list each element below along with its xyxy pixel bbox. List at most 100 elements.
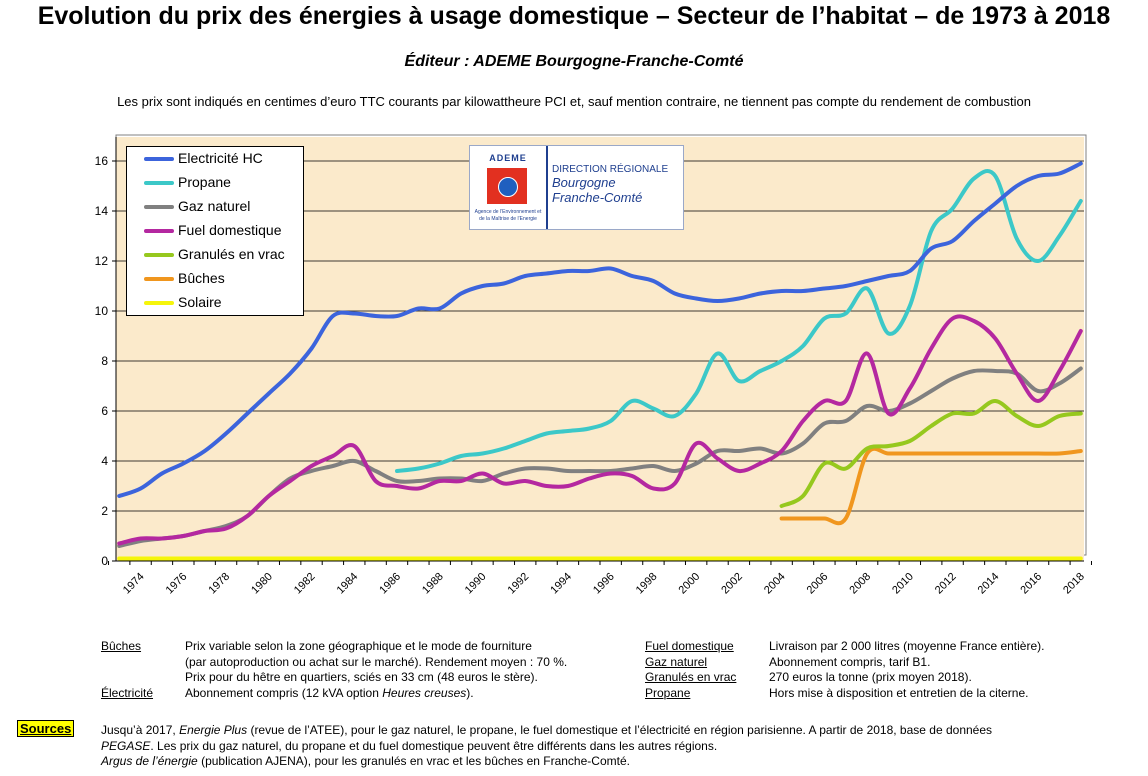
page-title: Evolution du prix des énergies à usage d…: [37, 2, 1111, 30]
ytick-label-8: 8: [101, 354, 108, 368]
note-electricite-text-b: Heures creuses: [382, 686, 467, 700]
logo-tagline: Agence de l’Environnement et de la Maîtr…: [474, 209, 542, 222]
note-gaz-text: Abonnement compris, tarif B1.: [769, 655, 931, 669]
legend-swatch-fuel: [144, 229, 174, 233]
source-line-3-a: Argus de l’énergie: [101, 754, 198, 768]
note-electricite-label: Électricité: [101, 686, 154, 700]
ytick-label-0: 0: [101, 554, 108, 568]
xtick-label-2002: 2002: [719, 571, 745, 597]
series-line-granules-en-vrac: [779, 399, 1083, 508]
xtick-label-2016: 2016: [1018, 571, 1044, 597]
logo-emblem: [487, 168, 527, 204]
xtick-label-1984: 1984: [335, 571, 361, 597]
legend-label-propane: Propane: [178, 174, 231, 190]
xtick-label-2000: 2000: [676, 571, 702, 597]
xtick-label-2004: 2004: [762, 571, 788, 597]
legend-label-solaire: Solaire: [178, 294, 222, 310]
source-line-2-b: . Les prix du gaz naturel, du propane et…: [150, 739, 718, 753]
xtick-label-1976: 1976: [164, 571, 190, 597]
source-line-2-a: PEGASE: [101, 739, 151, 753]
xtick-label-1982: 1982: [292, 571, 318, 597]
legend-item-fuel: Fuel domestique: [127, 219, 303, 243]
logo-region-1: Bourgogne: [552, 175, 616, 190]
source-line-1-a: Jusqu’à 2017,: [101, 723, 180, 737]
legend-swatch-granules: [144, 253, 174, 257]
series-line-propane: [395, 168, 1083, 473]
note-electricite-text-c: ).: [466, 686, 474, 700]
logo-direction: DIRECTION RÉGIONALE: [552, 164, 669, 175]
xtick-label-1996: 1996: [591, 571, 617, 597]
source-line-1: Jusqu’à 2017, Energie Plus (revue de l’A…: [101, 723, 992, 737]
xtick-label-1992: 1992: [506, 571, 532, 597]
ademe-logo: ADEME Agence de l’Environnement et de la…: [469, 145, 684, 230]
xtick-label-1994: 1994: [548, 571, 574, 597]
note-granules-text: 270 euros la tonne (prix moyen 2018).: [769, 670, 972, 684]
xtick-label-2010: 2010: [890, 571, 916, 597]
note-fuel-label: Fuel domestique: [645, 639, 734, 653]
ytick-label-16: 16: [95, 154, 109, 168]
note-electricite-text: Abonnement compris (12 kVA option Heures…: [185, 686, 474, 700]
logo-region-2: Franche-Comté: [552, 190, 643, 205]
xtick-label-1998: 1998: [634, 571, 660, 597]
logo-left-panel: ADEME Agence de l’Environnement et de la…: [470, 146, 548, 229]
source-line-1-b: Energie Plus: [179, 723, 248, 737]
note-gaz-label: Gaz naturel: [645, 655, 708, 669]
xtick-label-1986: 1986: [377, 571, 403, 597]
logo-right-panel: DIRECTION RÉGIONALE Bourgogne Franche-Co…: [552, 164, 682, 205]
xtick-label-2008: 2008: [847, 571, 873, 597]
legend-label-buches: Bûches: [178, 270, 225, 286]
series-line-buches: [779, 446, 1083, 526]
note-buches-text-3: Prix pour du hêtre en quartiers, sciés e…: [185, 670, 538, 684]
legend-label-gaz: Gaz naturel: [178, 198, 251, 214]
legend-swatch-propane: [144, 181, 174, 185]
xtick-label-2014: 2014: [976, 571, 1002, 597]
ytick-label-4: 4: [101, 454, 108, 468]
legend-item-electricite: Electricité HC: [127, 147, 303, 171]
xtick-label-1978: 1978: [206, 571, 232, 597]
xtick-label-1990: 1990: [463, 571, 489, 597]
xtick-label-1988: 1988: [420, 571, 446, 597]
note-buches-label: Bûches: [101, 639, 142, 653]
note-buches-text-2: (par autoproduction ou achat sur le marc…: [185, 655, 568, 669]
ytick-label-14: 14: [95, 204, 109, 218]
legend-item-buches: Bûches: [127, 267, 303, 291]
subtitle: Les prix sont indiqués en centimes d’eur…: [117, 94, 1031, 109]
source-line-1-c: (revue de l’ATEE), pour le gaz naturel, …: [247, 723, 993, 737]
xtick-label-1980: 1980: [249, 571, 275, 597]
xtick-label-2018: 2018: [1061, 571, 1087, 597]
legend-label-granules: Granulés en vrac: [178, 246, 285, 262]
legend-item-gaz: Gaz naturel: [127, 195, 303, 219]
note-granules-label: Granulés en vrac: [645, 670, 737, 684]
legend-swatch-solaire: [144, 301, 174, 305]
xtick-label-1974: 1974: [121, 571, 147, 597]
legend-item-solaire: Solaire: [127, 291, 303, 315]
legend-swatch-electricite: [144, 157, 174, 161]
series: [117, 161, 1083, 561]
legend-label-electricite: Electricité HC: [178, 150, 263, 166]
note-propane-text: Hors mise à disposition et entretien de …: [769, 686, 1029, 700]
series-line-fuel-domestique: [117, 314, 1083, 546]
note-propane-label: Propane: [645, 686, 691, 700]
sources-badge: Sources: [17, 720, 75, 737]
editor-line: Éditeur : ADEME Bourgogne-Franche-Comté: [404, 53, 744, 70]
xtick-label-2012: 2012: [933, 571, 959, 597]
note-fuel-text: Livraison par 2 000 litres (moyenne Fran…: [769, 639, 1045, 653]
legend-item-propane: Propane: [127, 171, 303, 195]
source-line-2: PEGASE. Les prix du gaz naturel, du prop…: [101, 739, 717, 753]
legend-label-fuel: Fuel domestique: [178, 222, 282, 238]
note-buches-text-1: Prix variable selon la zone géographique…: [185, 639, 532, 653]
globe-icon: [498, 177, 518, 197]
ytick-label-2: 2: [101, 504, 108, 518]
legend-swatch-gaz: [144, 205, 174, 209]
note-electricite-text-a: Abonnement compris (12 kVA option: [185, 686, 383, 700]
xtick-label-2006: 2006: [805, 571, 831, 597]
legend-item-granules: Granulés en vrac: [127, 243, 303, 267]
ytick-label-6: 6: [101, 404, 108, 418]
legend: Electricité HC Propane Gaz naturel Fuel …: [126, 146, 304, 316]
ytick-label-10: 10: [95, 304, 109, 318]
logo-brand: ADEME: [489, 153, 527, 163]
series-line-electricite-hc: [117, 161, 1083, 498]
ytick-label-12: 12: [95, 254, 109, 268]
source-line-3-b: (publication AJENA), pour les granulés e…: [197, 754, 630, 768]
legend-swatch-buches: [144, 277, 174, 281]
